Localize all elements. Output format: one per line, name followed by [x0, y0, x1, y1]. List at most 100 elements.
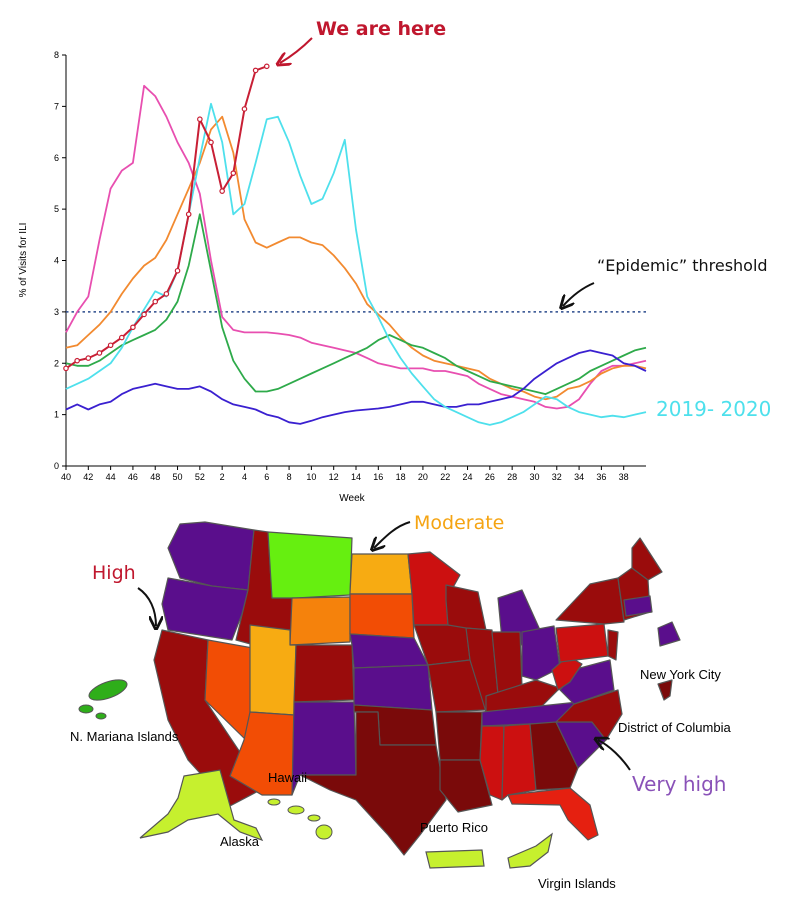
x-tick-label: 6 [264, 472, 269, 482]
n-mariana-islands-shape[interactable] [78, 676, 130, 720]
y-tick-label: 5 [54, 204, 59, 214]
x-tick-label: 28 [507, 472, 517, 482]
label-district-of-columbia: District of Columbia [618, 720, 731, 735]
y-axis-label: % of Visits for ILI [18, 223, 29, 298]
state-wyoming[interactable] [289, 596, 351, 646]
label-hawaii: Hawaii [268, 770, 307, 785]
current-season-point [252, 67, 259, 74]
x-tick-label: 2 [220, 472, 225, 482]
x-tick-label: 46 [128, 472, 138, 482]
x-tick-label: 34 [574, 472, 584, 482]
season-2019-2020-label: 2019- 2020 [656, 397, 771, 421]
current-season-point [230, 170, 237, 176]
state-maine[interactable] [631, 537, 663, 581]
we-are-here-label: We are here [316, 18, 446, 40]
current-season-point [174, 267, 181, 274]
x-axis-label: Week [339, 493, 365, 504]
state-ohio[interactable] [521, 625, 561, 681]
state-wisconsin[interactable] [445, 584, 487, 631]
current-season-point [141, 311, 147, 318]
current-season-point [96, 350, 103, 356]
state-texas[interactable] [299, 711, 447, 856]
current-season-point [85, 355, 92, 361]
alaska-shape[interactable] [139, 769, 264, 842]
very-high-arrow [598, 740, 631, 771]
current-season-point [197, 116, 203, 123]
y-tick-label: 8 [54, 50, 59, 60]
nyc-inset[interactable] [657, 621, 681, 647]
current-season-point [130, 324, 136, 331]
y-tick-label: 3 [54, 307, 59, 317]
state-massachusetts[interactable] [623, 595, 653, 617]
current-season-point [241, 106, 248, 112]
series-line-5 [65, 65, 268, 370]
x-tick-label: 44 [106, 472, 116, 482]
state-colorado[interactable] [293, 644, 355, 703]
y-tick-label: 2 [54, 358, 59, 368]
y-tick-label: 6 [54, 153, 59, 163]
x-tick-label: 12 [329, 472, 339, 482]
x-tick-label: 20 [418, 472, 428, 482]
x-tick-label: 32 [552, 472, 562, 482]
state-pennsylvania[interactable] [555, 623, 609, 663]
state-arkansas[interactable] [435, 711, 483, 761]
y-axis: 0 1 2 3 4 5 6 7 8 [54, 50, 67, 471]
state-florida[interactable] [507, 787, 599, 841]
series-line-4 [65, 102, 647, 426]
state-new-york[interactable] [555, 577, 625, 625]
current-season-point [208, 139, 214, 146]
state-oregon[interactable] [161, 577, 249, 641]
x-tick-label: 24 [463, 472, 473, 482]
state-south-dakota[interactable] [349, 593, 415, 639]
state-georgia[interactable] [529, 721, 579, 791]
state-montana[interactable] [267, 531, 353, 599]
x-tick-label: 50 [173, 472, 183, 482]
x-tick-label: 18 [396, 472, 406, 482]
state-indiana[interactable] [491, 631, 523, 695]
label-new-york-city: New York City [640, 667, 721, 682]
state-mississippi[interactable] [479, 725, 505, 801]
x-tick-label: 10 [306, 472, 316, 482]
y-tick-label: 4 [54, 256, 59, 266]
puerto-rico-shape[interactable] [425, 849, 485, 869]
x-tick-label: 36 [596, 472, 606, 482]
x-tick-label: 22 [440, 472, 450, 482]
current-season-point [63, 365, 69, 372]
state-louisiana[interactable] [439, 759, 493, 813]
state-alabama[interactable] [501, 723, 537, 801]
current-season-point [74, 357, 80, 364]
state-north-dakota[interactable] [349, 553, 413, 595]
label-virgin-islands: Virgin Islands [538, 876, 616, 891]
current-season-point [185, 211, 192, 218]
current-season-markers [63, 63, 270, 372]
y-tick-label: 7 [54, 101, 59, 111]
current-season-point [163, 291, 170, 297]
y-tick-label: 1 [54, 410, 59, 420]
label-puerto-rico: Puerto Rico [420, 820, 488, 835]
x-tick-label: 30 [529, 472, 539, 482]
x-tick-label: 38 [619, 472, 629, 482]
current-season-point [219, 188, 225, 194]
x-tick-label: 48 [150, 472, 160, 482]
us-activity-map: N. Mariana Islands Hawaii Alaska Puerto … [70, 521, 731, 891]
label-n-mariana-islands: N. Mariana Islands [70, 729, 179, 744]
hawaii-shape[interactable] [267, 798, 333, 840]
current-season-point [152, 298, 159, 305]
x-tick-label: 26 [485, 472, 495, 482]
x-tick-label: 14 [351, 472, 361, 482]
label-alaska: Alaska [220, 834, 260, 849]
state-kansas[interactable] [353, 664, 433, 711]
current-season-point [263, 63, 270, 70]
virgin-islands-shape[interactable] [507, 832, 553, 869]
state-new-jersey[interactable] [607, 629, 619, 661]
high-arrow [137, 587, 156, 626]
x-tick-label: 8 [287, 472, 292, 482]
dc-inset[interactable] [657, 679, 673, 701]
state-utah[interactable] [249, 624, 297, 716]
y-tick-label: 0 [54, 461, 59, 471]
state-kentucky[interactable] [485, 679, 561, 713]
current-season-point [118, 334, 125, 341]
state-nebraska[interactable] [349, 633, 429, 669]
